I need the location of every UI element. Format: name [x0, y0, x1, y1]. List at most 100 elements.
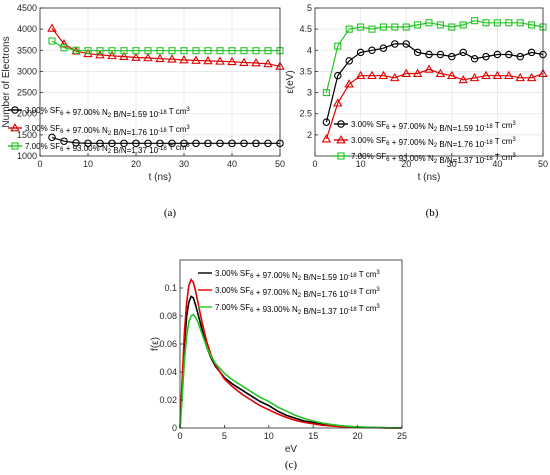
data-point-a-2-9: [156, 47, 164, 55]
data-point-b-0-7: [402, 40, 410, 48]
x-tick-label-c-1: 5: [222, 431, 227, 441]
data-point-a-1-12: [191, 55, 201, 64]
data-point-b-2-18: [528, 21, 536, 29]
data-point-a-1-11: [179, 55, 189, 64]
y-tick-label-a-5: 3500: [17, 45, 37, 55]
caption-c: (c): [285, 459, 298, 471]
data-point-a-1-17: [251, 58, 261, 67]
data-point-a-1-14: [215, 56, 225, 65]
data-point-a-1-5: [107, 50, 117, 60]
x-tick-label-a-0: 0: [37, 159, 42, 169]
data-point-a-0-14: [216, 139, 224, 148]
data-point-b-0-14: [482, 52, 490, 61]
y-tick-label-b-2: 3: [307, 88, 312, 98]
plot-area-b: [315, 8, 543, 156]
data-point-b-1-1: [333, 98, 343, 107]
legend-marker-a-1: [10, 123, 20, 132]
data-point-b-2-17: [516, 19, 524, 27]
data-point-b-2-12: [459, 21, 467, 29]
data-point-b-2-10: [436, 21, 444, 29]
data-point-a-0-16: [240, 139, 248, 148]
x-tick-label-a-1: 10: [83, 159, 93, 169]
legend-label-a-0: 3.00% SF6 + 97.00% N2 B/N=1.59 10-18 T c…: [25, 106, 190, 119]
data-point-a-2-1: [60, 44, 68, 52]
series-c-2: [179, 313, 403, 429]
data-point-a-2-5: [108, 47, 116, 55]
y-axis-label-c: f(ε): [150, 337, 161, 351]
data-point-b-2-0: [322, 89, 330, 97]
y-tick-label-b-3: 3.5: [299, 66, 312, 76]
data-point-b-2-16: [505, 19, 513, 27]
data-point-a-0-12: [192, 139, 200, 148]
data-point-a-2-4: [96, 47, 104, 55]
axes-box-a: [39, 7, 281, 157]
x-tick-label-b-5: 50: [538, 159, 548, 169]
data-point-a-2-11: [180, 47, 188, 55]
data-point-b-1-2: [344, 79, 354, 88]
data-point-b-0-8: [413, 48, 422, 57]
data-point-a-0-2: [72, 139, 80, 147]
legend-c: 3.00% SF6 + 97.00% N2 B/N=1.59 10-18 T c…: [198, 269, 380, 316]
data-point-b-0-10: [436, 50, 445, 59]
legend-label-b-2: 7.00% SF6 + 93.00% N2 B/N=1.37 10-18 T c…: [351, 152, 516, 165]
data-point-a-0-1: [60, 137, 68, 145]
y-axis-label-b: ε(eV): [285, 70, 296, 93]
data-point-a-0-10: [168, 139, 176, 148]
data-point-b-1-12: [458, 74, 468, 84]
data-point-b-1-10: [435, 68, 446, 77]
data-point-b-1-17: [515, 72, 525, 82]
series-line-b-2: [325, 20, 544, 93]
data-point-a-2-6: [120, 47, 128, 55]
data-point-b-0-3: [356, 48, 365, 57]
data-point-b-2-7: [402, 23, 410, 31]
data-point-a-1-0: [47, 23, 57, 32]
data-point-a-2-15: [228, 47, 236, 55]
data-point-a-1-18: [263, 58, 273, 68]
data-point-b-0-5: [379, 44, 388, 52]
data-point-b-0-16: [505, 50, 513, 59]
data-point-b-2-11: [448, 23, 456, 31]
plot-area-c: [180, 260, 402, 428]
x-axis-label-b: t (ns): [418, 172, 441, 183]
data-point-b-0-15: [493, 50, 502, 59]
data-point-a-2-17: [252, 47, 260, 55]
data-point-a-1-7: [131, 52, 141, 61]
series-a-0: [48, 133, 284, 148]
data-point-b-0-11: [448, 52, 456, 61]
legend-label-b-0: 3.00% SF6 + 97.00% N2 B/N=1.59 10-18 T c…: [351, 120, 516, 133]
data-point-a-1-15: [227, 56, 237, 66]
y-tick-label-c-0: 0: [172, 423, 177, 433]
data-point-a-2-0: [48, 37, 56, 45]
data-point-b-0-17: [516, 52, 524, 61]
data-point-a-0-3: [84, 139, 92, 148]
y-tick-label-a-1: 1500: [17, 130, 37, 140]
data-point-b-0-12: [459, 48, 467, 57]
legend-label-b-1: 3.00% SF6 + 97.00% N2 B/N=1.76 10-18 T c…: [351, 136, 516, 149]
data-point-a-1-13: [203, 55, 213, 65]
data-point-b-2-2: [345, 25, 353, 33]
x-tick-label-a-2: 20: [131, 159, 141, 169]
data-point-a-0-8: [144, 139, 152, 148]
series-line-b-0: [325, 43, 544, 123]
data-point-b-0-9: [425, 50, 433, 59]
data-point-b-1-0: [321, 134, 332, 143]
x-axis-label-c: eV: [285, 444, 298, 455]
legend-label-c-1: 3.00% SF6 + 97.00% N2 B/N=1.76 10-18 T c…: [215, 286, 380, 299]
data-point-a-0-6: [120, 139, 128, 148]
data-point-b-2-4: [368, 25, 376, 33]
data-point-a-0-18: [264, 139, 272, 148]
y-tick-label-c-5: 0.1: [164, 283, 177, 293]
data-point-b-0-2: [345, 57, 353, 65]
y-tick-label-a-4: 3000: [17, 66, 37, 76]
y-tick-label-b-0: 2: [307, 130, 312, 140]
data-point-b-1-5: [378, 70, 389, 80]
data-point-b-1-7: [401, 68, 411, 77]
series-b-1: [321, 64, 548, 143]
x-tick-label-c-5: 25: [397, 431, 407, 441]
series-b-0: [322, 40, 547, 126]
data-point-a-0-9: [156, 139, 164, 148]
data-point-b-2-3: [357, 23, 365, 31]
x-tick-label-a-5: 50: [275, 159, 285, 169]
data-point-a-2-7: [132, 47, 140, 55]
y-tick-label-b-1: 2.5: [299, 109, 312, 119]
